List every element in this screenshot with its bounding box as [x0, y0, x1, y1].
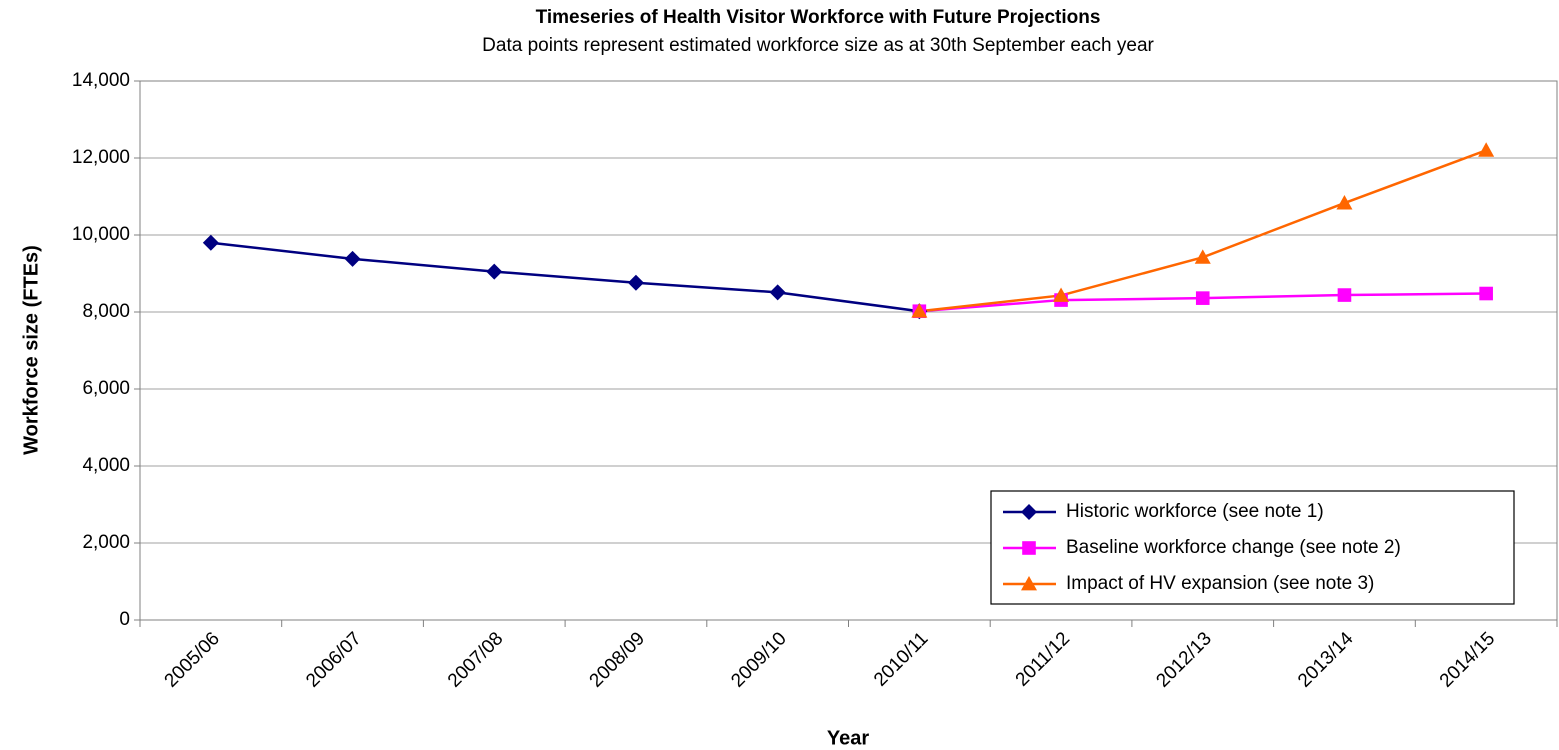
x-tick-label: 2008/09 [586, 628, 649, 691]
chart-title: Timeseries of Health Visitor Workforce w… [536, 7, 1101, 28]
point-marker [627, 274, 644, 291]
legend-box [990, 490, 1515, 605]
legend-marker [1021, 504, 1037, 520]
point-marker [202, 234, 219, 251]
point-marker [1336, 195, 1353, 210]
point-marker [769, 284, 786, 301]
x-axis-title: Year [827, 727, 869, 749]
x-tick-label: 2005/06 [161, 628, 224, 691]
y-tick-label: 10,000 [72, 224, 130, 245]
x-tick-label: 2012/13 [1152, 628, 1215, 691]
chart-subtitle: Data points represent estimated workforc… [482, 35, 1154, 56]
point-marker [344, 250, 361, 267]
series-line [210, 241, 920, 313]
x-tick-label: 2011/12 [1012, 628, 1074, 690]
y-tick-label: 2,000 [82, 532, 130, 553]
y-tick-label: 14,000 [72, 70, 130, 91]
y-tick-label: 4,000 [82, 455, 130, 476]
x-tick-label: 2007/08 [444, 628, 507, 691]
x-tick-label: 2006/07 [302, 628, 365, 691]
point-marker [1195, 291, 1210, 305]
x-tick-label: 2009/10 [727, 628, 790, 691]
legend-label: Impact of HV expansion (see note 3) [1066, 573, 1374, 594]
point-marker [486, 263, 503, 280]
x-tick-label: 2013/14 [1294, 628, 1358, 692]
point-marker [1053, 287, 1070, 302]
y-axis-title: Workforce size (FTEs) [20, 245, 42, 455]
y-tick-label: 6,000 [82, 378, 130, 399]
y-tick-label: 8,000 [82, 301, 130, 322]
y-tick-label: 0 [119, 609, 130, 630]
point-marker [1337, 288, 1352, 302]
legend-label: Baseline workforce change (see note 2) [1066, 537, 1401, 558]
point-marker [911, 303, 928, 318]
point-marker [1479, 286, 1493, 301]
series-line [919, 149, 1487, 313]
legend-label: Historic workforce (see note 1) [1066, 501, 1324, 522]
x-tick-label: 2014/15 [1436, 628, 1499, 691]
x-tick-label: 2010/11 [870, 628, 932, 690]
point-marker [1478, 142, 1495, 157]
y-tick-label: 12,000 [72, 147, 130, 168]
legend-marker [1021, 576, 1037, 591]
legend-marker [1022, 541, 1036, 555]
point-marker [1194, 249, 1211, 264]
